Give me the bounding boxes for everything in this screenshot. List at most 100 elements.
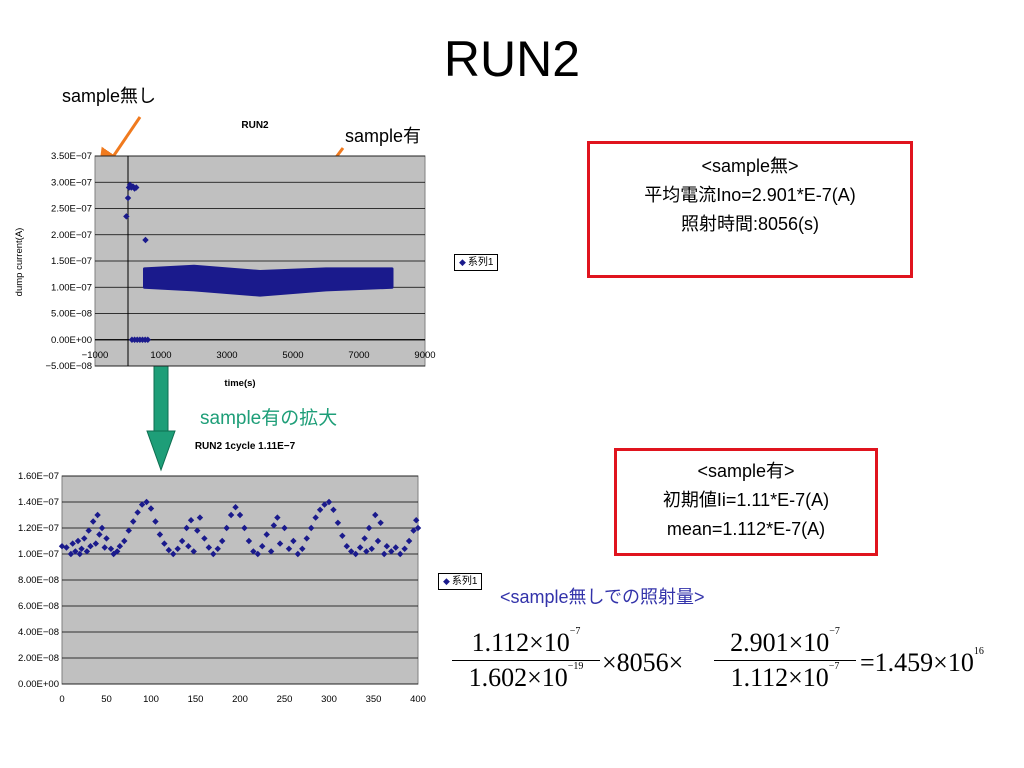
y-tick-label: 1.50E−07 [51,256,92,267]
data-point [374,537,382,545]
data-point [143,498,150,506]
data-point [263,531,270,538]
fraction-2: 2.901×10−7 1.112×10−7 [714,626,856,693]
f1-numerator: 1.112×10 [471,628,570,657]
data-point [76,550,83,558]
x-tick-label: 150 [188,694,204,705]
data-point [147,505,155,512]
data-point [138,501,146,508]
y-tick-label: −5.00E−08 [46,361,93,372]
y-tick-label: 4.00E−08 [18,627,59,638]
data-point [397,550,404,558]
y-tick-label: 6.00E−08 [18,601,59,612]
y-tick-label: 1.60E−07 [18,471,59,482]
dose-heading: <sample無しでの照射量> [500,587,705,607]
annotation-no-sample: sample無し [62,86,157,106]
data-point [178,537,186,545]
data-point [94,511,101,519]
dose-formula: 1.112×10−7 1.602×10−19 ×8056× 2.901×10−7… [452,622,1022,712]
data-point [227,511,235,519]
data-point [133,184,140,191]
data-point [294,550,302,558]
x-tick-label: 250 [277,694,293,705]
data-point [110,550,117,558]
x-tick-label: 200 [232,694,248,705]
data-point [365,524,373,532]
data-point [330,506,337,513]
data-point [414,524,422,532]
x-tick-label: 9000 [414,350,435,361]
data-point [321,501,328,508]
x-tick-label: 300 [321,694,337,705]
data-point [325,498,333,506]
chart-run2-1cycle: 0.00E+00 2.00E−08 4.00E−08 6.00E−08 8.00E−08… [18,441,426,705]
y-tick-label: 1.00E−07 [51,282,92,293]
data-point [316,506,324,513]
data-point [74,537,82,545]
f2-denominator-exp: −7 [828,661,840,672]
data-point [96,531,103,538]
data-point [356,544,364,551]
x-tick-label: 350 [366,694,382,705]
data-point [98,524,106,532]
box-no-sample-line1: <sample無> [701,156,799,176]
chart2-legend: ◆ 系列1 [438,573,483,590]
y-tick-label: 1.20E−07 [18,523,59,534]
legend-marker-icon: ◆ [459,257,466,267]
x-tick-label: 5000 [282,350,303,361]
chart-title: RUN2 [241,120,269,131]
y-tick-label: 0.00E+00 [18,679,59,690]
x-tick-label: −1000 [82,350,109,361]
x-tick-label: 100 [143,694,159,705]
y-tick-label: 8.00E−08 [18,575,59,586]
multiplier-8056: ×8056× [602,648,684,677]
box-with-sample-line2: 初期値Ii=1.11*E-7(A) [662,490,830,510]
data-point [290,537,297,545]
data-point [67,550,75,558]
x-tick-label: 0 [59,694,64,705]
data-point [89,518,97,525]
x-tick-label: 1000 [150,350,171,361]
y-tick-label: 3.50E−07 [51,151,92,162]
chart-run2: −5.00E−08 0.00E+00 5.00E−08 1.00E−07 1.50E−0… [14,120,436,389]
data-point [241,524,248,532]
x-tick-label: 7000 [348,350,369,361]
data-point [236,511,244,519]
data-point [223,524,230,532]
y-tick-label: 5.00E−08 [51,309,92,320]
y-tick-label: 3.00E−07 [51,177,92,188]
box-with-sample-line1: <sample有> [697,461,795,481]
y-tick-label: 1.00E−07 [18,549,59,560]
y-tick-label: 2.00E−07 [51,230,92,241]
data-band [143,264,394,297]
f2-numerator: 2.901×10 [730,628,830,657]
box-with-sample-line3: mean=1.112*E-7(A) [666,519,826,539]
data-point [219,537,226,545]
data-point [308,524,315,532]
slide-title: RUN2 [443,31,581,87]
chart-title: RUN2 1cycle 1.11E−7 [195,441,296,452]
y-tick-label: 1.40E−07 [18,497,59,508]
box-no-sample: <sample無> 平均電流Ino=2.901*E-7(A) 照射時間:8056… [587,141,913,278]
data-point [130,518,137,525]
f2-denominator: 1.112×10 [730,663,829,692]
data-point [281,524,288,532]
y-tick-label: 2.00E−08 [18,653,59,664]
data-point [232,504,239,511]
box-no-sample-line2: 平均電流Ino=2.901*E-7(A) [644,185,856,205]
data-point [156,531,164,538]
data-point [392,544,399,551]
data-point [63,544,70,551]
y-tick-label: 0.00E+00 [51,335,92,346]
chart1-legend: ◆ 系列1 [454,254,499,271]
f1-denominator: 1.602×10 [468,663,568,692]
box-no-sample-line3: 照射時間:8056(s) [680,214,820,234]
x-tick-label: 400 [410,694,426,705]
data-point [121,537,128,545]
y-axis-label: dump current(A) [14,228,25,297]
result-value: =1.459×10 [860,648,974,677]
data-point [380,550,388,558]
data-point [210,550,217,558]
data-point [245,537,253,545]
data-point [101,544,108,551]
